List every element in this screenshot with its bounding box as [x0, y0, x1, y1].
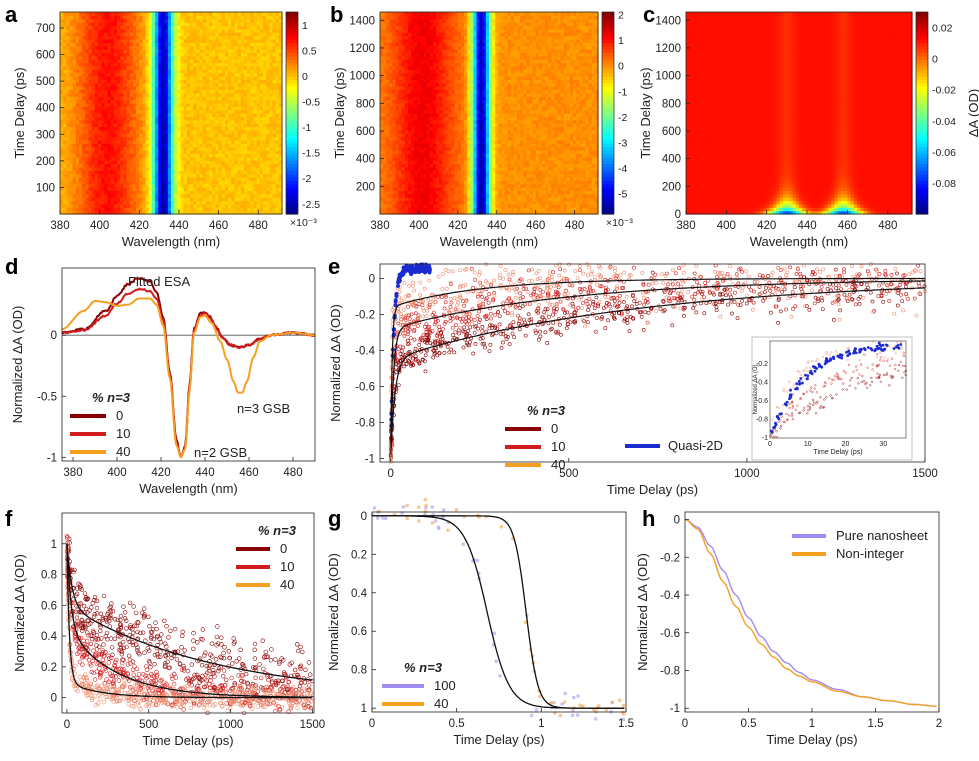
figure-canvas: 380 400 420 440 460 480100200300400500600700W… [0, 0, 979, 761]
heatmap-cells [60, 12, 283, 215]
